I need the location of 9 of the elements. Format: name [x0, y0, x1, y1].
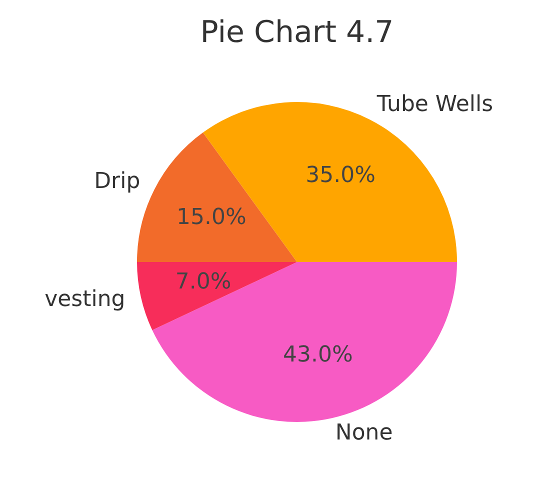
data-label: 15.0%	[176, 205, 246, 230]
data-label: 43.0%	[282, 342, 353, 368]
data-label: 7.0%	[175, 270, 232, 295]
slice-label: Tube Wells	[376, 92, 494, 117]
data-label: 35.0%	[306, 163, 376, 188]
slice-label: Drip	[94, 168, 140, 194]
chart-title: Pie Chart 4.7	[200, 14, 394, 50]
slice-label: vesting	[44, 287, 126, 312]
slice-label: None	[335, 420, 393, 446]
